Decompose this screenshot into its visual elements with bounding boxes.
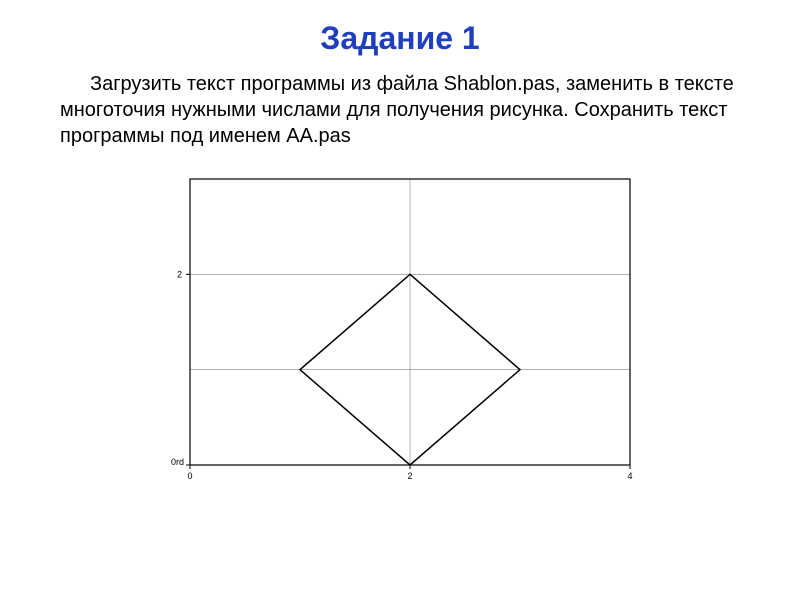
svg-text:2: 2 — [177, 269, 182, 279]
task-description: Загрузить текст программы из файла Shabl… — [40, 71, 760, 149]
chart-container: 2 4 2 0rd0 — [40, 169, 760, 489]
svg-text:0rd: 0rd — [171, 457, 184, 467]
slide: Задание 1 Загрузить текст программы из ф… — [0, 0, 800, 600]
svg-text:0: 0 — [187, 471, 192, 481]
page-title: Задание 1 — [40, 20, 760, 57]
svg-text:4: 4 — [627, 471, 632, 481]
diamond-chart: 2 4 2 0rd0 — [160, 169, 640, 489]
svg-text:2: 2 — [407, 471, 412, 481]
